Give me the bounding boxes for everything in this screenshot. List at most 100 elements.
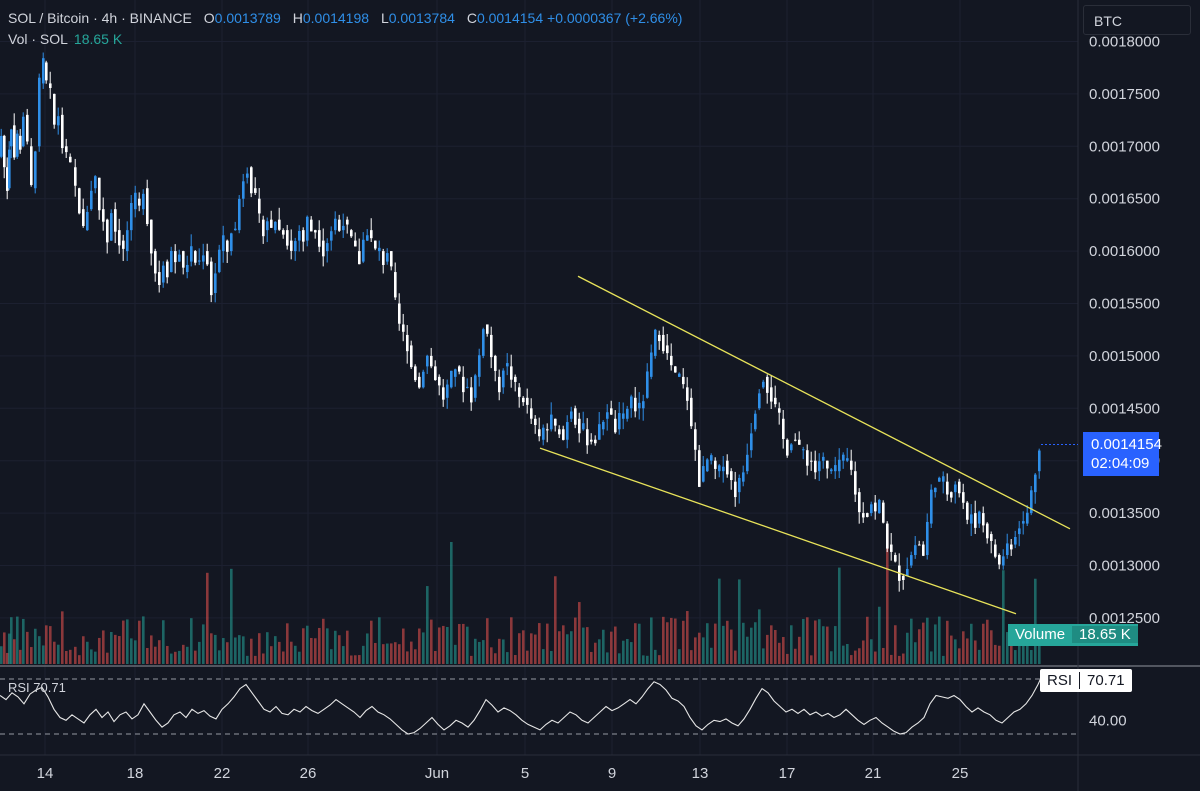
volume-bar [130, 638, 133, 664]
volume-bar [158, 640, 161, 664]
volume-header-label[interactable]: Vol · SOL [8, 31, 68, 47]
candle-body [322, 240, 325, 257]
candle-body [474, 375, 477, 398]
volume-bar [822, 626, 825, 664]
candle-body [910, 555, 913, 566]
volume-bar [378, 617, 381, 664]
trend-line-upper [577, 275, 1071, 530]
candle-body [294, 241, 297, 252]
candle-body [542, 427, 545, 440]
candle-body [538, 429, 541, 437]
volume-bar [78, 655, 81, 664]
volume-bar [966, 638, 969, 664]
candle-body [198, 260, 201, 262]
candle-body [310, 219, 313, 232]
volume-bar [298, 651, 301, 664]
symbol-title[interactable]: SOL / Bitcoin · 4h · BINANCE [8, 10, 192, 26]
volume-bar [910, 618, 913, 664]
volume-bar [1038, 632, 1041, 664]
candle-body [838, 459, 841, 472]
trend-line-lower [539, 447, 1017, 615]
volume-bar [510, 617, 513, 664]
candle-body [878, 499, 881, 514]
volume-bar [330, 649, 333, 664]
candle-body [82, 209, 85, 226]
candle-body [590, 439, 593, 442]
volume-bar [550, 651, 553, 664]
volume-bar [986, 619, 989, 664]
volume-bar [802, 618, 805, 664]
volume-bar [646, 655, 649, 664]
volume-bar [442, 625, 445, 664]
candle-body [842, 454, 845, 461]
candle-body [318, 230, 321, 247]
volume-bar [694, 637, 697, 664]
candle-body [194, 251, 197, 263]
volume-bar [770, 625, 773, 664]
volume-bar [1026, 634, 1029, 664]
volume-bar [978, 649, 981, 664]
candle-body [514, 376, 517, 382]
candle-body [834, 465, 837, 472]
candle-body [770, 387, 773, 402]
time-tick-label: 14 [37, 765, 54, 782]
candle-body [594, 439, 597, 444]
candle-body [758, 393, 761, 409]
candle-body [606, 412, 609, 419]
rsi-header-label[interactable]: RSI [8, 680, 30, 695]
volume-bar [942, 655, 945, 664]
volume-bar [542, 649, 545, 664]
candle-body [558, 429, 561, 435]
volume-bar [934, 624, 937, 664]
volume-bar [798, 636, 801, 664]
candle-body [982, 513, 985, 526]
candle-body [158, 272, 161, 285]
volume-bar [638, 623, 641, 664]
volume-bar [150, 635, 153, 664]
volume-bar [16, 616, 19, 664]
candle-body [646, 371, 649, 398]
candle-body [1026, 512, 1029, 524]
candle-body [930, 489, 933, 524]
candle-body [666, 345, 669, 354]
candle-body [922, 544, 925, 556]
candle-body [994, 544, 997, 557]
candle-body [178, 254, 181, 262]
volume-bar [270, 646, 273, 664]
volume-bar [86, 641, 89, 664]
candle-body [478, 355, 481, 377]
candle-body [430, 355, 433, 367]
volume-bar [334, 630, 337, 664]
candle-body [786, 439, 789, 456]
candle-body [358, 251, 361, 265]
volume-header-value: 18.65 K [73, 31, 123, 47]
low-value: 0.0013784 [388, 10, 455, 26]
candle-body [494, 355, 497, 371]
volume-bar [154, 646, 157, 664]
volume-bar [534, 634, 537, 664]
candle-body [110, 213, 113, 241]
volume-bar [874, 651, 877, 664]
volume-bar [962, 631, 965, 664]
candle-body [45, 62, 48, 81]
candle-body [814, 460, 817, 473]
candle-body [406, 334, 409, 352]
candle-body [734, 481, 737, 498]
volume-bar [982, 623, 985, 664]
candle-body [154, 251, 157, 274]
candle-body [1022, 521, 1025, 524]
candle-body [974, 513, 977, 528]
volume-bar [166, 645, 169, 664]
volume-bar [182, 644, 185, 664]
volume-bar [10, 617, 13, 664]
candle-body [830, 469, 833, 472]
volume-bar [202, 624, 205, 664]
candle-body [966, 502, 969, 520]
candle-body [302, 230, 305, 242]
candle-body [438, 376, 441, 386]
volume-bar [894, 625, 897, 664]
candle-body [518, 387, 521, 397]
currency-button[interactable]: BTC [1083, 5, 1191, 35]
volume-bar [194, 650, 197, 664]
